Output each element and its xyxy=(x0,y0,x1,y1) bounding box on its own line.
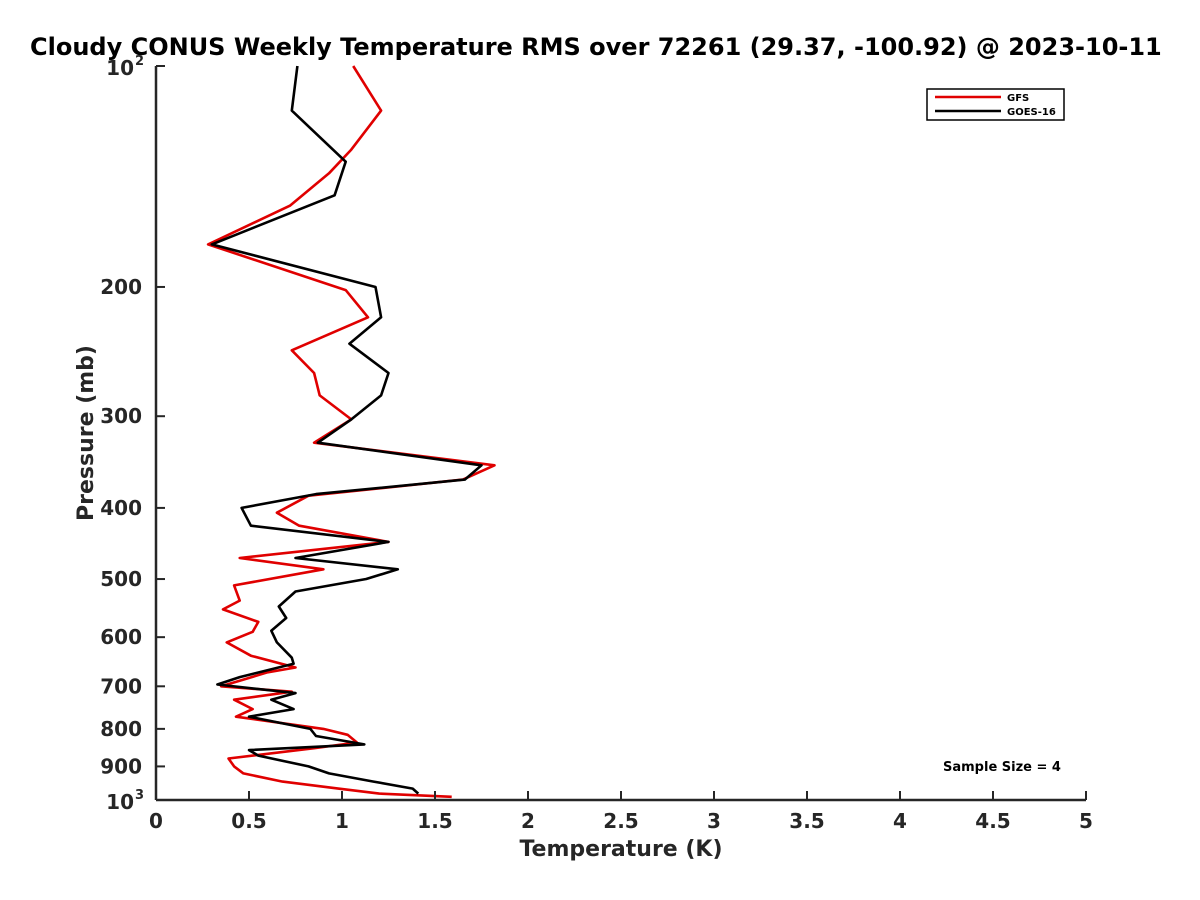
y-tick-label: 400 xyxy=(100,496,142,520)
chart-title: Cloudy CONUS Weekly Temperature RMS over… xyxy=(30,33,1162,61)
legend: GFS GOES-16 xyxy=(926,88,1065,121)
x-tick-label: 0 xyxy=(149,809,163,833)
y-tick-label: 800 xyxy=(100,717,142,741)
x-tick-label: 2 xyxy=(521,809,535,833)
x-tick-label: 5 xyxy=(1079,809,1093,833)
y-tick-exponent: 3 xyxy=(135,788,144,803)
x-tick-label: 3 xyxy=(707,809,721,833)
x-tick-label: 4 xyxy=(893,809,907,833)
sample-size-annotation: Sample Size = 4 xyxy=(943,760,1061,775)
x-tick-label: 2.5 xyxy=(603,809,638,833)
plot-area xyxy=(206,65,496,799)
series-line-goes-16 xyxy=(210,65,483,795)
x-tick-label: 1.5 xyxy=(417,809,452,833)
legend-label-gfs: GFS xyxy=(1007,93,1029,104)
y-tick-label: 700 xyxy=(100,674,142,698)
x-tick-label: 3.5 xyxy=(789,809,824,833)
y-tick-label: 300 xyxy=(100,404,142,428)
x-tick-label: 1 xyxy=(335,809,349,833)
x-tick-label: 4.5 xyxy=(975,809,1010,833)
legend-box xyxy=(926,88,1065,121)
legend-label-goes16: GOES-16 xyxy=(1007,107,1056,118)
y-tick-label: 500 xyxy=(100,567,142,591)
y-tick-exponent: 2 xyxy=(135,54,144,69)
y-tick-label: 10 xyxy=(106,56,134,80)
y-tick-label: 200 xyxy=(100,275,142,299)
y-tick-label: 900 xyxy=(100,754,142,778)
y-axis-label: Pressure (mb) xyxy=(74,345,99,521)
y-tick-label: 10 xyxy=(106,790,134,814)
x-tick-label: 0.5 xyxy=(231,809,266,833)
x-axis-label: Temperature (K) xyxy=(519,837,722,862)
x-axis-ticks: 0 0.5 1 1.5 2 2.5 3 3.5 4 4.5 5 xyxy=(149,791,1093,833)
y-tick-label: 600 xyxy=(100,625,142,649)
